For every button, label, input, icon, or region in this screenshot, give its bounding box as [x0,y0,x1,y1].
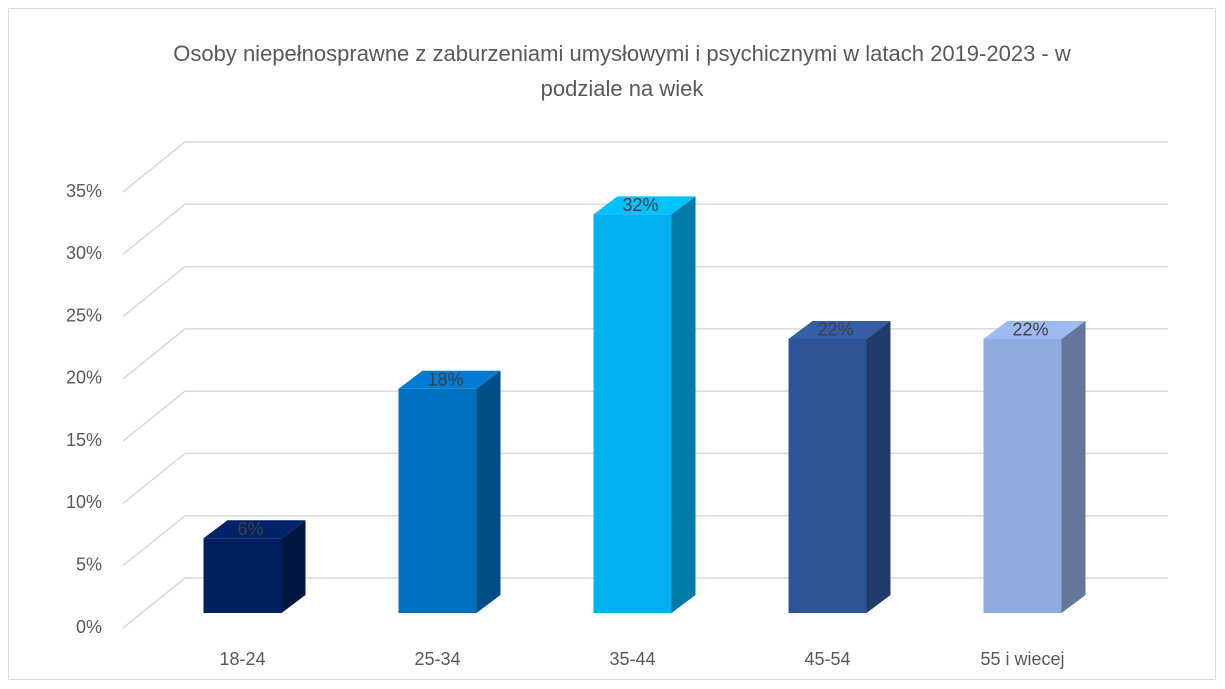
bar-side [281,520,306,613]
bar-top [983,320,1086,339]
bar-side [476,370,501,613]
bar-front [593,214,672,613]
bar-top [593,196,696,215]
grid-line [122,141,186,193]
y-tick-label: 10% [66,492,102,512]
y-tick-label: 35% [66,181,102,201]
value-label: 22% [1012,320,1048,340]
bar-top [203,520,306,539]
chart-title: Osoby niepełnosprawne z zaburzeniami umy… [173,41,1071,101]
grid-line [122,203,186,255]
grid-line [122,452,186,505]
value-label: 22% [817,320,853,340]
y-tick-label: 20% [66,368,102,388]
y-tick-label: 25% [66,305,102,325]
bar-front [398,388,477,613]
chart-frame [8,8,1216,680]
x-tick-label: 25-34 [414,649,460,669]
x-tick-label: 55 i wiecej [980,649,1064,669]
bar-side [866,320,891,613]
bar-top [398,370,501,389]
x-tick-label: 35-44 [609,649,655,669]
y-tick-label: 0% [76,617,102,637]
value-label: 18% [427,370,463,390]
y-tick-label: 15% [66,430,102,450]
x-tick-label: 45-54 [804,649,850,669]
y-tick-label: 30% [66,243,102,263]
y-tick-label: 5% [76,554,102,574]
grid-line [122,515,186,567]
value-label: 6% [237,519,263,539]
grid-line [122,265,186,318]
bar-top [788,320,891,339]
bar-side [1061,320,1086,613]
bar-front [788,338,867,613]
bar-front [983,338,1062,613]
bar-front [203,538,282,613]
bar-side [671,196,696,613]
value-label: 32% [622,195,658,215]
x-tick-label: 18-24 [219,649,265,669]
grid-line [122,390,186,442]
grid-line [122,577,186,629]
grid-line [122,328,186,380]
